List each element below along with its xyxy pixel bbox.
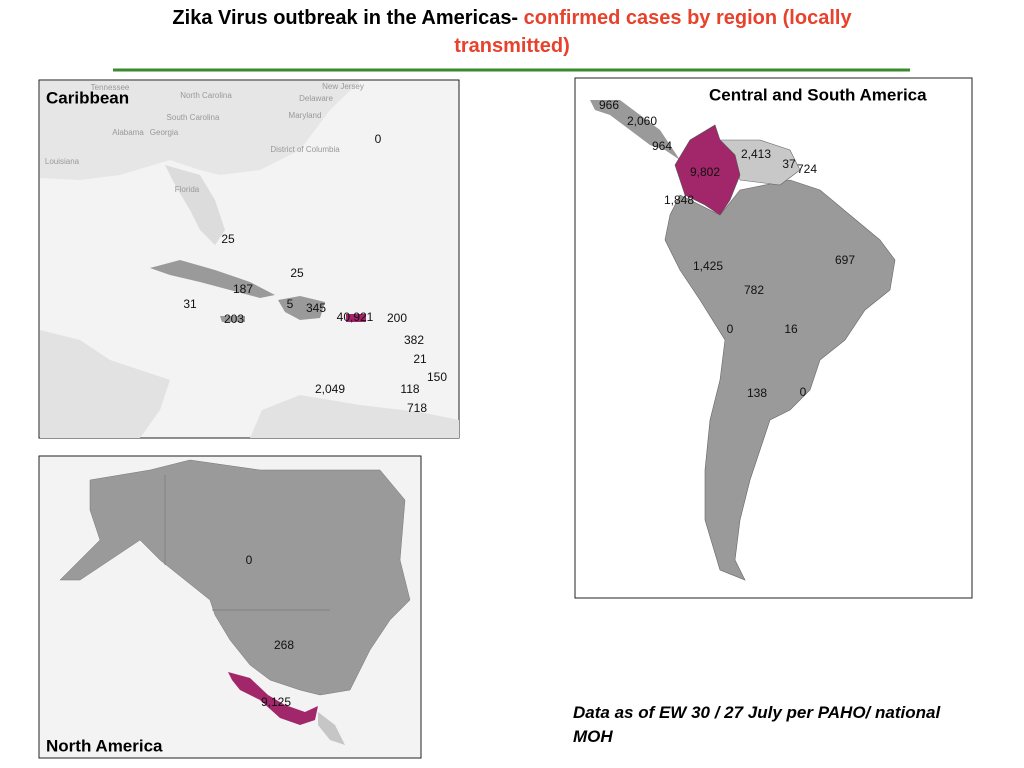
case-count: 0 [800, 385, 807, 399]
case-count: 0 [727, 322, 734, 336]
basemap-label: United States [250, 639, 317, 651]
basemap-label: South Carolina [167, 113, 220, 122]
central-america [590, 100, 680, 160]
basemap-label: Maryland [289, 111, 322, 120]
case-count: 0 [375, 132, 382, 146]
case-count: 31 [183, 297, 197, 311]
case-count: 9,125 [261, 695, 291, 709]
south-america-labels: 966 2,060 964 2,413 37 724 9,802 1,848 697 1,425 7… [599, 98, 855, 400]
case-count: 724 [797, 162, 817, 176]
basemap-label: Argentina [733, 388, 781, 400]
cuba [150, 260, 275, 298]
case-count: 21 [413, 352, 427, 366]
case-count: 9,802 [690, 165, 720, 179]
title-plain: Zika Virus outbreak in the Americas- [172, 7, 519, 29]
central-america [40, 330, 170, 438]
mexico [228, 672, 318, 725]
case-count: 345 [306, 301, 326, 315]
panel-heading: Caribbean [46, 88, 129, 107]
case-count: 25 [221, 232, 235, 246]
slide-title: Zika Virus outbreak in the Americas- con… [162, 4, 862, 60]
basemap-label: Louisiana [45, 157, 80, 166]
footnote: Data as of EW 30 / 27 July per PAHO/ nat… [573, 703, 941, 746]
caribbean-panel: Caribbean Tennessee North Carolina South… [38, 79, 460, 439]
title-highlight: confirmed cases by region (locally trans… [454, 7, 852, 57]
case-count: 37 [782, 157, 796, 171]
south-america-panel: Central and South America Brazil Argenti… [574, 77, 973, 599]
panel-heading: Central and South America [709, 85, 927, 104]
south-america [250, 395, 459, 438]
case-count: 782 [744, 283, 764, 297]
puerto-rico [346, 314, 366, 322]
basemap-label: Brazil [835, 255, 863, 267]
north-america-panel: North America Canada United States 0 268 9… [38, 455, 422, 759]
basemap-label: Canada [225, 555, 264, 567]
basemap-label: Tennessee [91, 83, 130, 92]
case-count: 118 [400, 382, 419, 396]
case-count: 203 [224, 312, 244, 326]
case-count: 40,921 [337, 310, 374, 324]
case-count: 382 [404, 333, 424, 347]
case-count: 1,848 [664, 193, 694, 207]
basemap-label: Alabama [112, 128, 144, 137]
case-count: 2,060 [627, 114, 657, 128]
case-count: 187 [233, 282, 253, 296]
north-america-land [59, 459, 411, 696]
case-count: 697 [835, 253, 855, 267]
colombia [674, 124, 741, 216]
basemap-label: Florida [175, 185, 200, 194]
us-land [40, 81, 360, 180]
basemap-label: Delaware [299, 94, 333, 103]
case-count: 5 [287, 297, 294, 311]
florida [165, 165, 225, 245]
case-count: 2,049 [315, 382, 345, 396]
case-count: 964 [652, 139, 672, 153]
central-america [318, 712, 345, 745]
case-count: 0 [246, 553, 253, 567]
case-count: 150 [427, 370, 447, 384]
case-count: 966 [599, 98, 619, 112]
basemap-label: Georgia [150, 128, 179, 137]
case-count: 268 [274, 638, 294, 652]
jamaica [220, 316, 245, 322]
basemap-label: North Carolina [180, 91, 232, 100]
case-count: 718 [407, 401, 427, 415]
case-count: 138 [747, 386, 767, 400]
case-count: 1,425 [693, 259, 723, 273]
hispaniola [278, 296, 325, 320]
north-america-labels: 0 268 9,125 [246, 553, 295, 709]
basemap-label: District of Columbia [270, 145, 340, 154]
case-count: 200 [387, 311, 407, 325]
south-america-land [664, 179, 896, 581]
case-count: 25 [290, 266, 304, 280]
basemap-label: New Jersey [322, 82, 364, 91]
panel-heading: North America [46, 736, 163, 755]
case-count: 16 [784, 322, 798, 336]
case-count: 2,413 [741, 147, 771, 161]
